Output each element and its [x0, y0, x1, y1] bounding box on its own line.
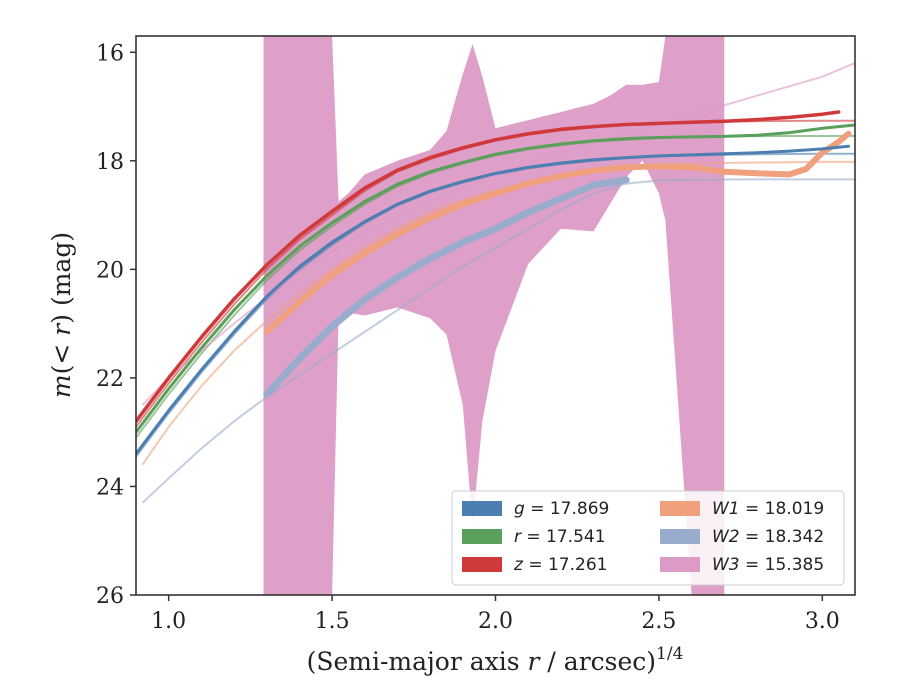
profile-g: [136, 144, 850, 456]
x-tick-label: 2.5: [641, 609, 676, 634]
x-tick-label: 1.5: [315, 609, 350, 634]
legend-label-W3: W3 = 15.385: [712, 555, 824, 575]
legend-swatch-W3: [660, 557, 700, 572]
legend-label-r: r = 17.541: [514, 527, 606, 547]
legend-entry-W1: W1 = 18.019: [660, 499, 824, 519]
x-tick-label: 2.0: [478, 609, 513, 634]
legend-label-W1: W1 = 18.019: [712, 499, 824, 519]
x-axis-label: (Semi-major axis r / arcsec)1/4: [307, 644, 684, 676]
y-tick-label: 20: [96, 258, 124, 283]
y-tick-label: 22: [96, 367, 124, 392]
profile-r: [136, 123, 855, 434]
y-tick-label: 24: [96, 475, 124, 500]
legend-swatch-z: [462, 557, 502, 572]
profile-W2: [263, 176, 630, 398]
y-tick-label: 18: [96, 150, 124, 175]
profile-W1: [263, 130, 852, 335]
legend-frame: [451, 490, 845, 586]
y-tick-label: 26: [96, 584, 124, 609]
x-tick-label: 1.0: [151, 609, 186, 634]
plot-area: [136, 36, 855, 595]
y-axis-label: m(< r) (mag): [47, 232, 76, 398]
legend-swatch-r: [462, 529, 502, 544]
legend-label-z: z = 17.261: [513, 555, 607, 575]
legend-entry-z: z = 17.261: [462, 555, 607, 575]
legend-entry-W2: W2 = 18.342: [660, 527, 824, 547]
legend-swatch-g: [462, 501, 502, 516]
band-W3: [263, 36, 725, 595]
axes: 1.0 1.5 2.0 2.5 3.0 16 18 20 22 24 26: [96, 41, 840, 634]
profile-z: [136, 110, 841, 424]
model-curve-W2: [141, 178, 855, 504]
legend-entry-W3: W3 = 15.385: [660, 555, 824, 575]
y-tick-label: 16: [96, 41, 124, 66]
legend: g = 17.869 r = 17.541 z = 17.261 W1 = 18.01…: [451, 490, 845, 586]
legend-swatch-W2: [660, 529, 700, 544]
legend-entry-g: g = 17.869: [462, 499, 609, 519]
legend-label-g: g = 17.869: [514, 499, 609, 519]
legend-label-W2: W2 = 18.342: [712, 527, 824, 547]
x-tick-label: 3.0: [805, 609, 840, 634]
legend-swatch-W1: [660, 501, 700, 516]
legend-entry-r: r = 17.541: [462, 527, 606, 547]
